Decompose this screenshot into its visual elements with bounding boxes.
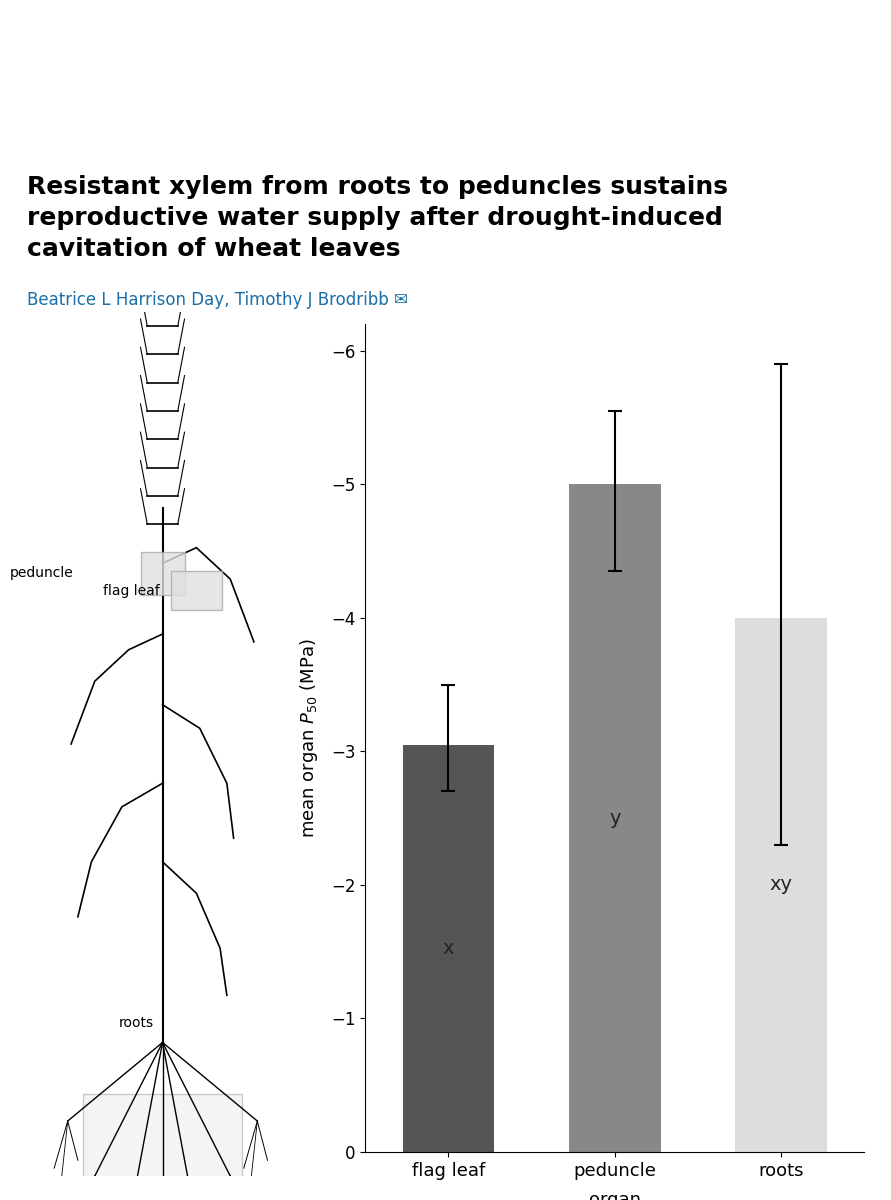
Bar	[735, 618, 827, 1152]
Text: Beatrice L Harrison Day, Timothy J Brodribb ✉: Beatrice L Harrison Day, Timothy J Brodr…	[27, 292, 407, 310]
Text: roots: roots	[119, 1016, 153, 1030]
FancyBboxPatch shape	[171, 571, 222, 611]
FancyBboxPatch shape	[83, 1093, 242, 1200]
Text: Resistant xylem from roots to peduncles sustains
reproductive water supply after: Resistant xylem from roots to peduncles …	[27, 175, 728, 260]
Text: flag leaf: flag leaf	[103, 584, 160, 598]
FancyBboxPatch shape	[141, 552, 184, 595]
Text: BOTANY: BOTANY	[45, 64, 406, 137]
Text: ANNALS OF: ANNALS OF	[45, 20, 381, 70]
Text: xy: xy	[770, 876, 793, 894]
Y-axis label: mean organ $P_{50}$ (MPa): mean organ $P_{50}$ (MPa)	[298, 638, 320, 838]
Text: y: y	[609, 809, 620, 828]
Text: Founded 1887: Founded 1887	[312, 140, 422, 155]
Text: x: x	[443, 938, 454, 958]
X-axis label: organ: organ	[589, 1190, 641, 1200]
Text: peduncle: peduncle	[10, 565, 74, 580]
Bar	[569, 485, 660, 1152]
Bar	[403, 745, 495, 1152]
